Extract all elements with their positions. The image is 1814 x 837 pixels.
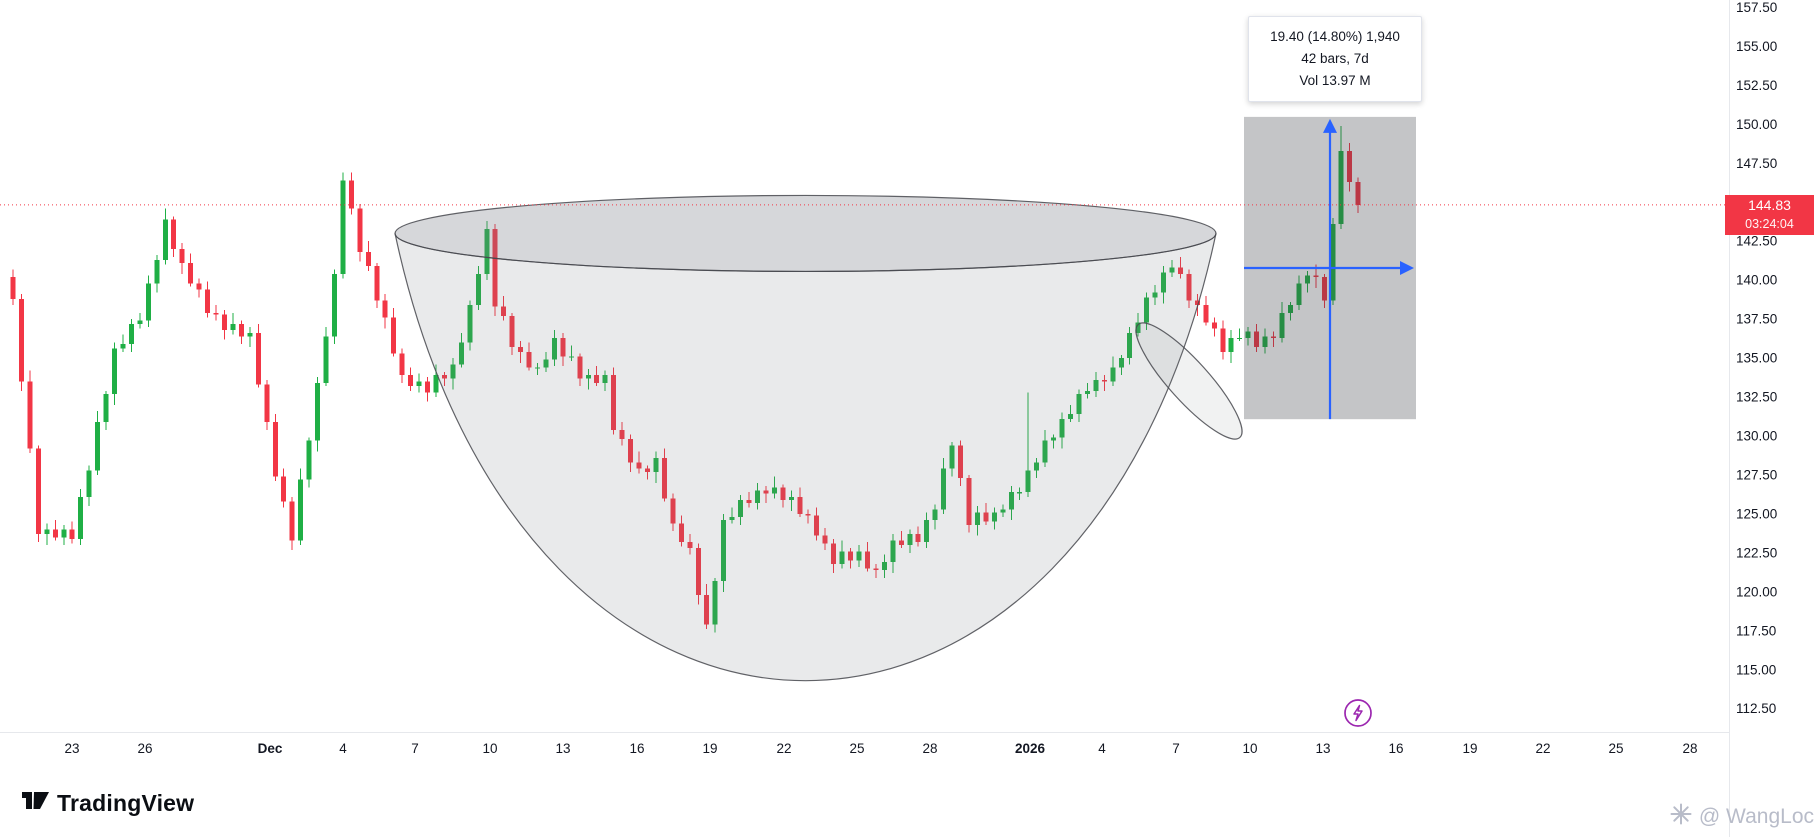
measure-tooltip: 19.40 (14.80%) 1,940 42 bars, 7d Vol 13.… <box>1248 16 1422 102</box>
measure-bars-line: 42 bars, 7d <box>1301 51 1369 66</box>
time-axis-label: 7 <box>411 741 419 756</box>
time-axis-label: 2026 <box>1015 741 1046 756</box>
tradingview-logo-text: TradingView <box>57 789 195 816</box>
price-axis-label: 127.50 <box>1736 467 1777 482</box>
snowflake-icon <box>1670 803 1692 831</box>
price-axis[interactable]: 157.50155.00152.50150.00147.50145.00142.… <box>1736 0 1777 716</box>
tradingview-logo[interactable]: TradingView <box>22 788 194 818</box>
author-watermark: @ WangLoc <box>1670 803 1814 831</box>
price-axis-label: 122.50 <box>1736 545 1777 560</box>
time-axis[interactable]: 23 26 Dec 4 7 10 13 16 19 22 25 28 2026 4 7 10 13 16 19 22 2… <box>64 741 1697 756</box>
price-axis-label: 115.00 <box>1736 662 1776 677</box>
price-axis-label: 157.50 <box>1736 0 1777 15</box>
time-axis-label: 7 <box>1172 741 1180 756</box>
handle-pattern-drawing <box>1135 322 1243 440</box>
price-axis-label: 142.50 <box>1736 234 1777 249</box>
bar-countdown: 03:24:04 <box>1745 217 1794 231</box>
time-axis-label: 4 <box>1098 741 1106 756</box>
candles <box>10 125 1361 633</box>
price-axis-label: 135.00 <box>1736 351 1777 366</box>
time-axis-label: 13 <box>555 741 570 756</box>
time-axis-label: 4 <box>339 741 347 756</box>
price-axis-label: 152.50 <box>1736 78 1777 93</box>
time-axis-label: 22 <box>1535 741 1550 756</box>
lightning-bolt-icon[interactable] <box>1342 697 1374 729</box>
price-axis-label: 112.50 <box>1736 701 1776 716</box>
measure-change-line: 19.40 (14.80%) 1,940 <box>1270 29 1400 44</box>
time-axis-label: 13 <box>1315 741 1330 756</box>
measure-volume-line: Vol 13.97 M <box>1299 73 1371 88</box>
time-axis-label: 16 <box>629 741 644 756</box>
price-axis-label: 155.00 <box>1736 39 1777 54</box>
time-axis-label: 16 <box>1388 741 1403 756</box>
price-axis-label: 132.50 <box>1736 390 1777 405</box>
time-axis-label: 23 <box>64 741 79 756</box>
time-axis-label: 26 <box>137 741 152 756</box>
time-axis-label: 25 <box>849 741 864 756</box>
time-axis-label: 10 <box>482 741 497 756</box>
time-axis-label: 22 <box>776 741 791 756</box>
tradingview-logo-icon <box>22 788 49 818</box>
time-axis-label: 25 <box>1608 741 1623 756</box>
time-axis-label: Dec <box>258 741 283 756</box>
last-price-tag[interactable]: 144.83 03:24:04 <box>1725 195 1814 235</box>
cup-pattern-drawing[interactable] <box>394 194 1255 682</box>
price-axis-label: 130.00 <box>1736 429 1777 444</box>
price-axis-label: 140.00 <box>1736 273 1777 288</box>
price-axis-label: 150.00 <box>1736 117 1777 132</box>
price-axis-label: 117.50 <box>1736 623 1776 638</box>
time-axis-label: 28 <box>1682 741 1697 756</box>
time-axis-label: 19 <box>1462 741 1477 756</box>
time-axis-label: 10 <box>1242 741 1257 756</box>
price-axis-label: 137.50 <box>1736 312 1777 327</box>
price-axis-label: 125.00 <box>1736 506 1777 521</box>
author-watermark-text: @ WangLoc <box>1698 805 1814 828</box>
last-price-value: 144.83 <box>1748 197 1791 213</box>
time-axis-label: 19 <box>702 741 717 756</box>
price-axis-label: 120.00 <box>1736 584 1777 599</box>
price-range-measure-tool[interactable] <box>1244 116 1416 420</box>
price-axis-label: 147.50 <box>1736 156 1777 171</box>
time-axis-label: 28 <box>922 741 937 756</box>
